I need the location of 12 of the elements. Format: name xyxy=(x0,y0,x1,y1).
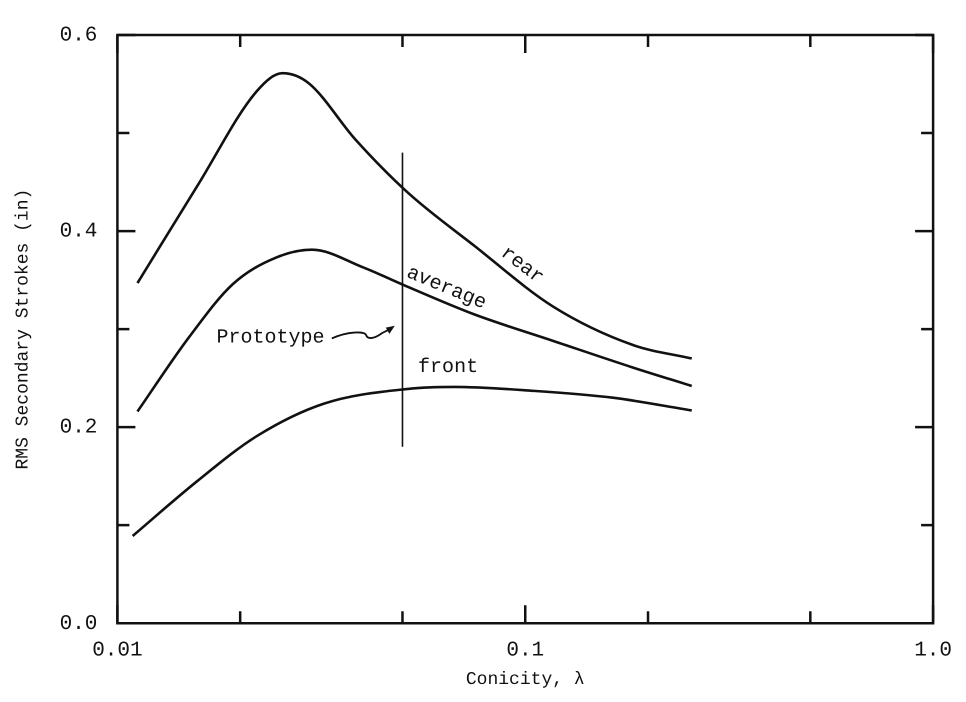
y-tick-label: 0.6 xyxy=(60,24,98,48)
y-tick-label: 0.2 xyxy=(60,416,98,440)
x-tick-label: 1.0 xyxy=(914,639,952,662)
annotation: Prototype xyxy=(216,326,324,350)
y-axis-title: RMS Secondary Strokes (in) xyxy=(14,188,34,470)
series-label: front xyxy=(418,356,478,380)
x-axis-title: Conicity, λ xyxy=(466,670,585,690)
x-tick-label: 0.01 xyxy=(92,639,143,662)
y-tick-label: 0.4 xyxy=(60,220,98,244)
x-tick-label: 0.1 xyxy=(506,639,544,662)
y-tick-label: 0.0 xyxy=(60,612,98,636)
text: rear xyxy=(496,242,548,290)
